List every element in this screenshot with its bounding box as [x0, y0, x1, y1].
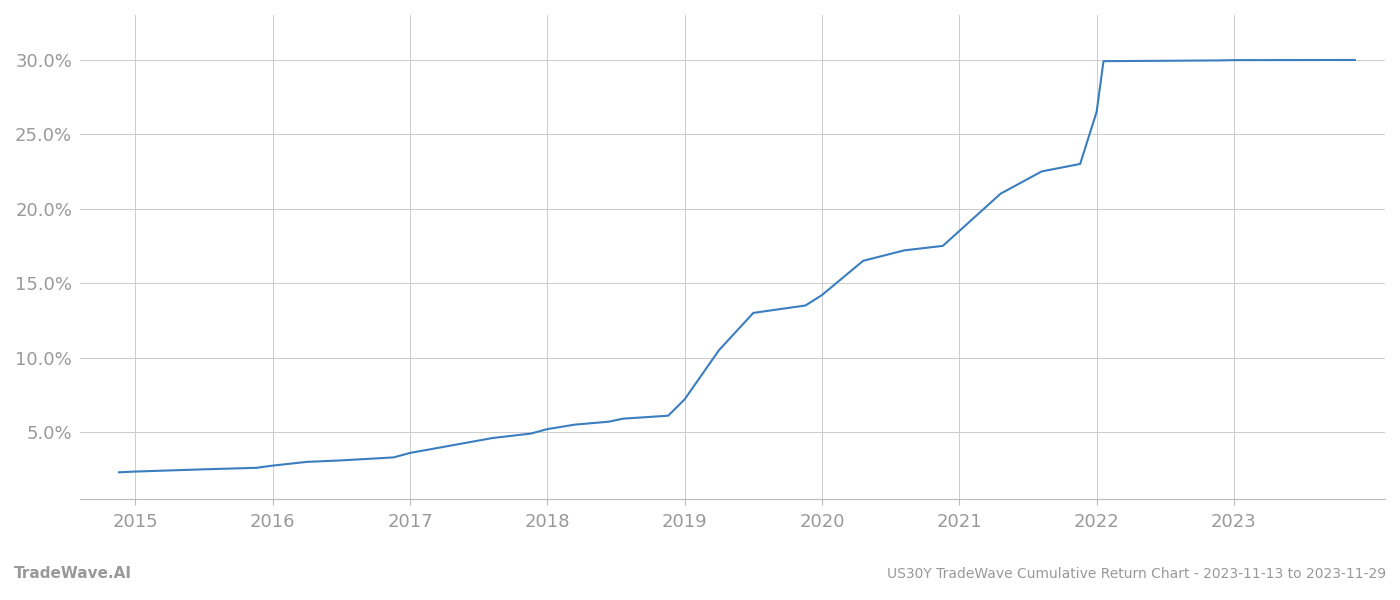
Text: TradeWave.AI: TradeWave.AI [14, 566, 132, 581]
Text: US30Y TradeWave Cumulative Return Chart - 2023-11-13 to 2023-11-29: US30Y TradeWave Cumulative Return Chart … [886, 567, 1386, 581]
